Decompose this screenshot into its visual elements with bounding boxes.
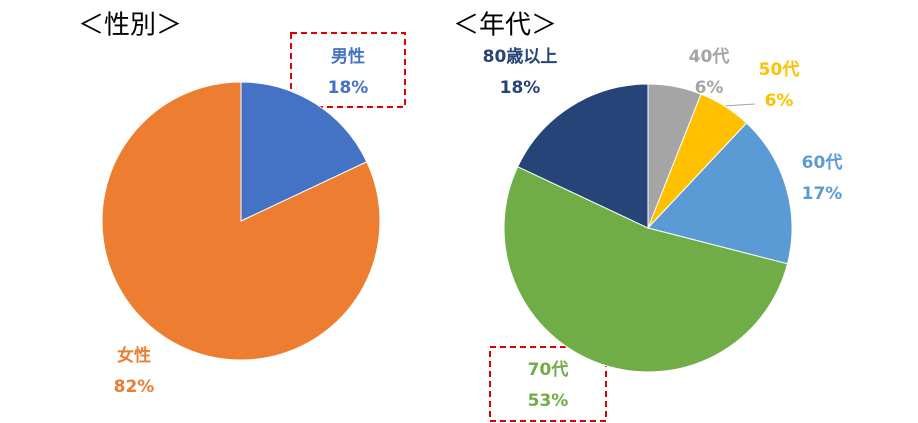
slice-value-label: 53% <box>528 391 569 411</box>
chart-title: ＜性別＞ <box>78 11 182 41</box>
slice-value-label: 6% <box>765 91 794 111</box>
slice-value-label: 18% <box>328 78 369 98</box>
slice-label: 70代 <box>528 359 569 380</box>
slice-label: 男性 <box>331 46 365 67</box>
slice-value-label: 18% <box>500 78 541 98</box>
slice-value-label: 6% <box>695 78 724 98</box>
leader-line <box>722 103 756 107</box>
chart-title: ＜年代＞ <box>453 11 557 41</box>
slice-label: 女性 <box>117 345 151 366</box>
pie-slice <box>101 81 381 361</box>
pie-slice <box>503 166 789 373</box>
slice-label: 40代 <box>689 46 730 67</box>
slice-label: 50代 <box>759 59 800 80</box>
pie-slice <box>240 81 368 222</box>
slice-value-label: 82% <box>114 377 155 397</box>
pie-slice <box>517 83 649 229</box>
highlight-box <box>290 32 406 108</box>
slice-label: 60代 <box>802 152 843 173</box>
slice-label: 80歳以上 <box>483 46 558 67</box>
highlight-box <box>489 346 607 422</box>
slice-value-label: 17% <box>802 184 843 204</box>
pie-slice <box>647 122 793 265</box>
